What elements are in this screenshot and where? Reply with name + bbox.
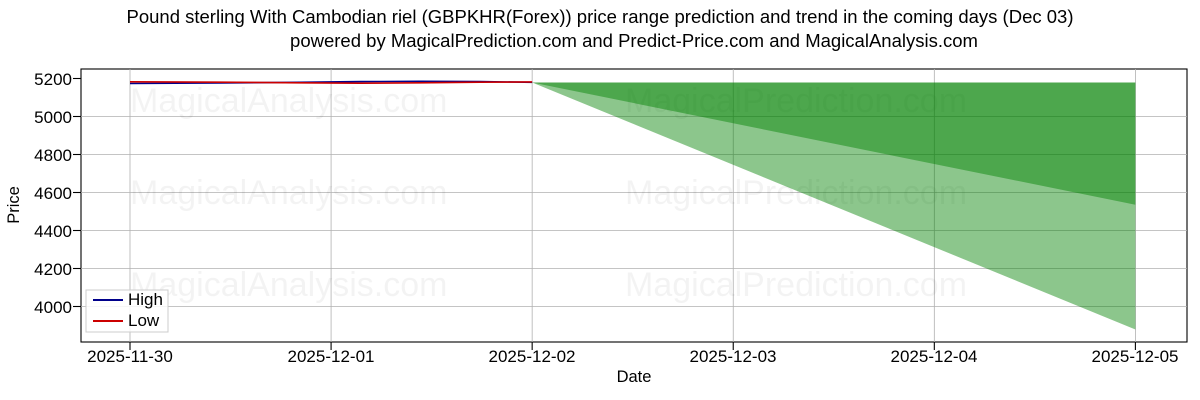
svg-text:High: High	[128, 290, 163, 309]
svg-text:Low: Low	[128, 311, 160, 330]
svg-text:MagicalAnalysis.com: MagicalAnalysis.com	[130, 266, 447, 304]
svg-text:MagicalAnalysis.com: MagicalAnalysis.com	[130, 82, 447, 120]
svg-text:MagicalAnalysis.com: MagicalAnalysis.com	[130, 174, 447, 212]
svg-text:MagicalPrediction.com: MagicalPrediction.com	[625, 266, 967, 304]
